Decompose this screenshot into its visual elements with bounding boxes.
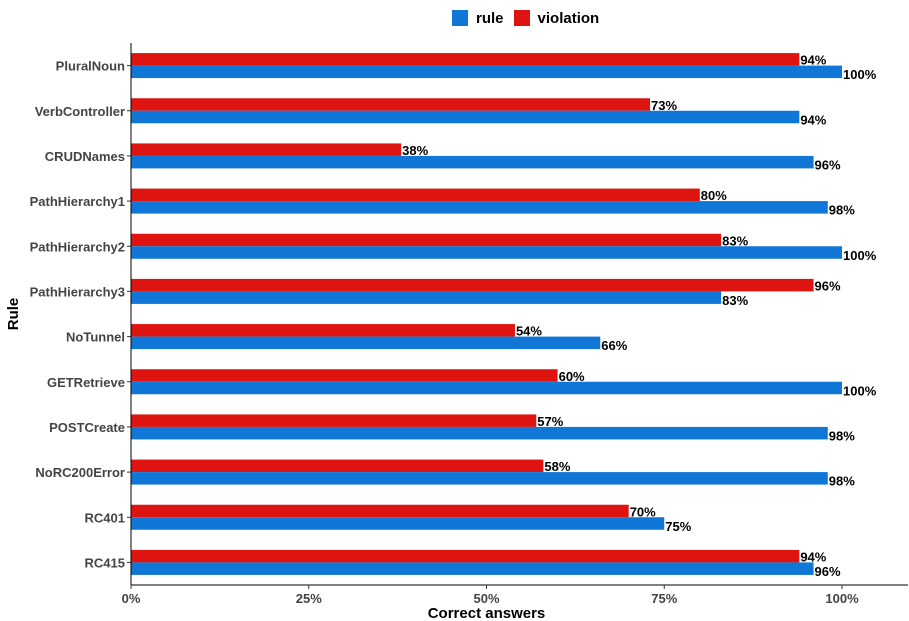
bar-violation-GETRetrieve (131, 369, 558, 382)
bar-violation-POSTCreate (131, 414, 537, 427)
bar-violation-PathHierarchy1 (131, 188, 700, 202)
bar-rule-CRUDNames (131, 155, 814, 169)
bar-violation-NoRC200Error (131, 459, 544, 473)
x-tick-label-100%: 100% (825, 591, 859, 606)
data-label-rule-POSTCreate: 98% (829, 428, 855, 443)
bar-rule-NoTunnel (131, 336, 601, 350)
legend-label-violation: violation (537, 9, 600, 27)
x-tick-label-50%: 50% (473, 591, 499, 606)
legend: rule violation (452, 8, 609, 28)
y-tick-label-PathHierarchy2: PathHierarchy2 (30, 239, 125, 254)
legend-label-rule: rule (476, 9, 504, 27)
data-label-violation-POSTCreate: 57% (537, 414, 563, 429)
bar-rule-PathHierarchy3 (131, 291, 722, 304)
data-label-rule-RC401: 75% (665, 519, 691, 534)
bar-rule-PathHierarchy1 (131, 201, 828, 214)
data-label-violation-PluralNoun: 94% (800, 53, 826, 68)
legend-item-rule: rule (452, 10, 504, 27)
data-label-rule-NoRC200Error: 98% (829, 474, 855, 489)
bar-violation-NoTunnel (131, 324, 515, 337)
data-label-rule-PluralNoun: 100% (843, 67, 877, 82)
y-tick-label-GETRetrieve: GETRetrieve (47, 375, 125, 390)
data-label-violation-PathHierarchy1: 80% (701, 188, 727, 203)
y-tick-label-PathHierarchy3: PathHierarchy3 (30, 284, 125, 299)
data-label-rule-RC415: 96% (815, 564, 841, 579)
data-label-rule-PathHierarchy1: 98% (829, 203, 855, 218)
y-tick-label-CRUDNames: CRUDNames (45, 149, 125, 164)
bar-rule-RC415 (131, 562, 814, 575)
y-tick-label-NoRC200Error: NoRC200Error (35, 465, 125, 480)
legend-swatch-rule (452, 10, 468, 26)
bar-violation-VerbController (131, 98, 651, 111)
data-label-rule-PathHierarchy2: 100% (843, 248, 877, 263)
bar-violation-RC415 (131, 549, 800, 563)
data-label-violation-PathHierarchy2: 83% (722, 233, 748, 248)
data-label-rule-CRUDNames: 96% (815, 157, 841, 172)
bar-violation-PathHierarchy2 (131, 233, 722, 247)
y-tick-label-NoTunnel: NoTunnel (66, 330, 125, 345)
data-label-violation-PathHierarchy3: 96% (815, 278, 841, 293)
bar-violation-RC401 (131, 504, 629, 518)
data-label-rule-VerbController: 94% (800, 112, 826, 127)
data-label-violation-NoTunnel: 54% (516, 324, 542, 339)
data-label-violation-NoRC200Error: 58% (544, 459, 570, 474)
x-tick-label-75%: 75% (651, 591, 677, 606)
x-tick-label-25%: 25% (296, 591, 322, 606)
y-axis-title: Rule (5, 298, 22, 331)
y-tick-label-RC401: RC401 (85, 510, 125, 525)
data-label-violation-CRUDNames: 38% (402, 143, 428, 158)
bar-rule-PluralNoun (131, 65, 842, 79)
y-tick-label-RC415: RC415 (85, 555, 125, 570)
data-label-violation-RC415: 94% (800, 549, 826, 564)
bar-rule-PathHierarchy2 (131, 246, 842, 259)
y-tick-label-POSTCreate: POSTCreate (49, 420, 125, 435)
bar-rule-RC401 (131, 517, 665, 530)
bar-rule-POSTCreate (131, 426, 828, 440)
data-label-rule-PathHierarchy3: 83% (722, 293, 748, 308)
data-label-violation-VerbController: 73% (651, 98, 677, 113)
data-label-violation-GETRetrieve: 60% (559, 369, 585, 384)
data-label-rule-GETRetrieve: 100% (843, 383, 877, 398)
y-tick-label-VerbController: VerbController (35, 104, 125, 119)
legend-item-violation: violation (513, 9, 600, 27)
x-axis-title: Correct answers (428, 605, 546, 621)
bar-violation-CRUDNames (131, 143, 402, 156)
bar-rule-GETRetrieve (131, 381, 842, 395)
data-label-violation-RC401: 70% (630, 504, 656, 519)
bar-rule-VerbController (131, 110, 800, 124)
y-tick-label-PluralNoun: PluralNoun (56, 59, 125, 74)
bar-violation-PathHierarchy3 (131, 278, 814, 292)
y-tick-label-PathHierarchy1: PathHierarchy1 (30, 194, 125, 209)
data-label-rule-NoTunnel: 66% (601, 338, 627, 353)
bar-violation-PluralNoun (131, 53, 800, 66)
legend-swatch-violation (513, 10, 530, 26)
x-tick-label-0%: 0% (122, 591, 141, 606)
bar-rule-NoRC200Error (131, 472, 828, 485)
